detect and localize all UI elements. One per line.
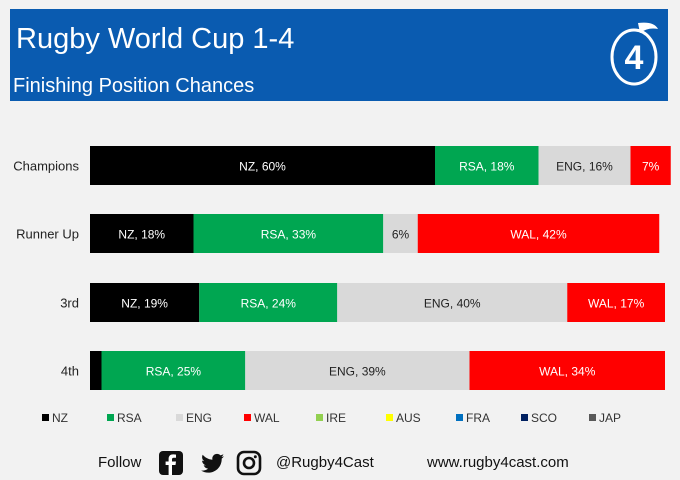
legend-label: JAP	[599, 411, 621, 425]
bar-segment	[337, 283, 568, 322]
follow-label: Follow	[98, 454, 142, 471]
bar-segment	[435, 146, 539, 185]
bar-segment	[469, 351, 665, 390]
data-label: ENG, 40%	[424, 297, 481, 311]
bar-segment	[101, 351, 246, 390]
legend-swatch	[176, 414, 183, 421]
legend-swatch	[456, 414, 463, 421]
data-label: NZ, 19%	[121, 297, 168, 311]
data-label: RSA, 18%	[459, 160, 515, 174]
facebook-icon[interactable]	[158, 450, 184, 476]
bar-segment	[538, 146, 631, 185]
legend-swatch	[42, 414, 49, 421]
legend-label: WAL	[254, 411, 280, 425]
legend-swatch	[589, 414, 596, 421]
stacked-bar-chart: Champions NZ, 60% RSA, 18% ENG, 16% 7% Runner…	[13, 146, 671, 425]
legend-swatch	[107, 414, 114, 421]
bar-segment	[193, 214, 384, 253]
category-label: 3rd	[60, 296, 79, 311]
data-label: 6%	[392, 228, 410, 242]
data-label: RSA, 24%	[241, 297, 297, 311]
legend-swatch	[386, 414, 393, 421]
instagram-icon[interactable]	[236, 450, 262, 476]
bar-segment	[90, 214, 194, 253]
legend-label: ENG	[186, 411, 212, 425]
legend-swatch	[316, 414, 323, 421]
legend-swatch	[244, 414, 251, 421]
bar-segment	[199, 283, 338, 322]
header-banner: Rugby World Cup 1-4 Finishing Position C…	[10, 9, 668, 101]
data-label: ENG, 16%	[556, 160, 613, 174]
bar-segment	[630, 146, 671, 185]
category-label: 4th	[61, 364, 79, 379]
data-label: WAL, 17%	[588, 297, 645, 311]
bar-segment	[417, 214, 660, 253]
legend-label: RSA	[117, 411, 142, 425]
website-link[interactable]: www.rugby4cast.com	[427, 454, 569, 471]
legend-swatch	[521, 414, 528, 421]
legend-label: NZ	[52, 411, 68, 425]
twitter-icon[interactable]	[200, 450, 226, 476]
bar-segment	[383, 214, 418, 253]
rugby4cast-logo: 4	[610, 22, 658, 86]
data-label: NZ, 18%	[118, 228, 165, 242]
footer: Follow @Rugby4Cast www.rugby4cast.com	[0, 446, 680, 480]
data-label: WAL, 42%	[510, 228, 567, 242]
bar-segment	[90, 146, 435, 185]
data-label: WAL, 34%	[539, 365, 596, 379]
legend-label: FRA	[466, 411, 490, 425]
logo-digit: 4	[625, 39, 644, 77]
data-label: ENG, 39%	[329, 365, 386, 379]
chart-title: Rugby World Cup 1-4	[16, 23, 295, 55]
legend-label: AUS	[396, 411, 421, 425]
legend-label: IRE	[326, 411, 346, 425]
category-label: Runner Up	[16, 227, 79, 242]
data-label: 7%	[642, 160, 660, 174]
twitter-handle[interactable]: @Rugby4Cast	[276, 454, 374, 471]
bar-segment	[90, 351, 102, 390]
bar-segment	[90, 283, 200, 322]
bar-segment	[245, 351, 470, 390]
data-label: NZ, 60%	[239, 160, 286, 174]
data-label: RSA, 25%	[146, 365, 202, 379]
legend-label: SCO	[531, 411, 557, 425]
data-label: RSA, 33%	[261, 228, 317, 242]
category-label: Champions	[13, 159, 79, 174]
chart-subtitle: Finishing Position Chances	[13, 75, 255, 97]
bar-segment	[567, 283, 665, 322]
